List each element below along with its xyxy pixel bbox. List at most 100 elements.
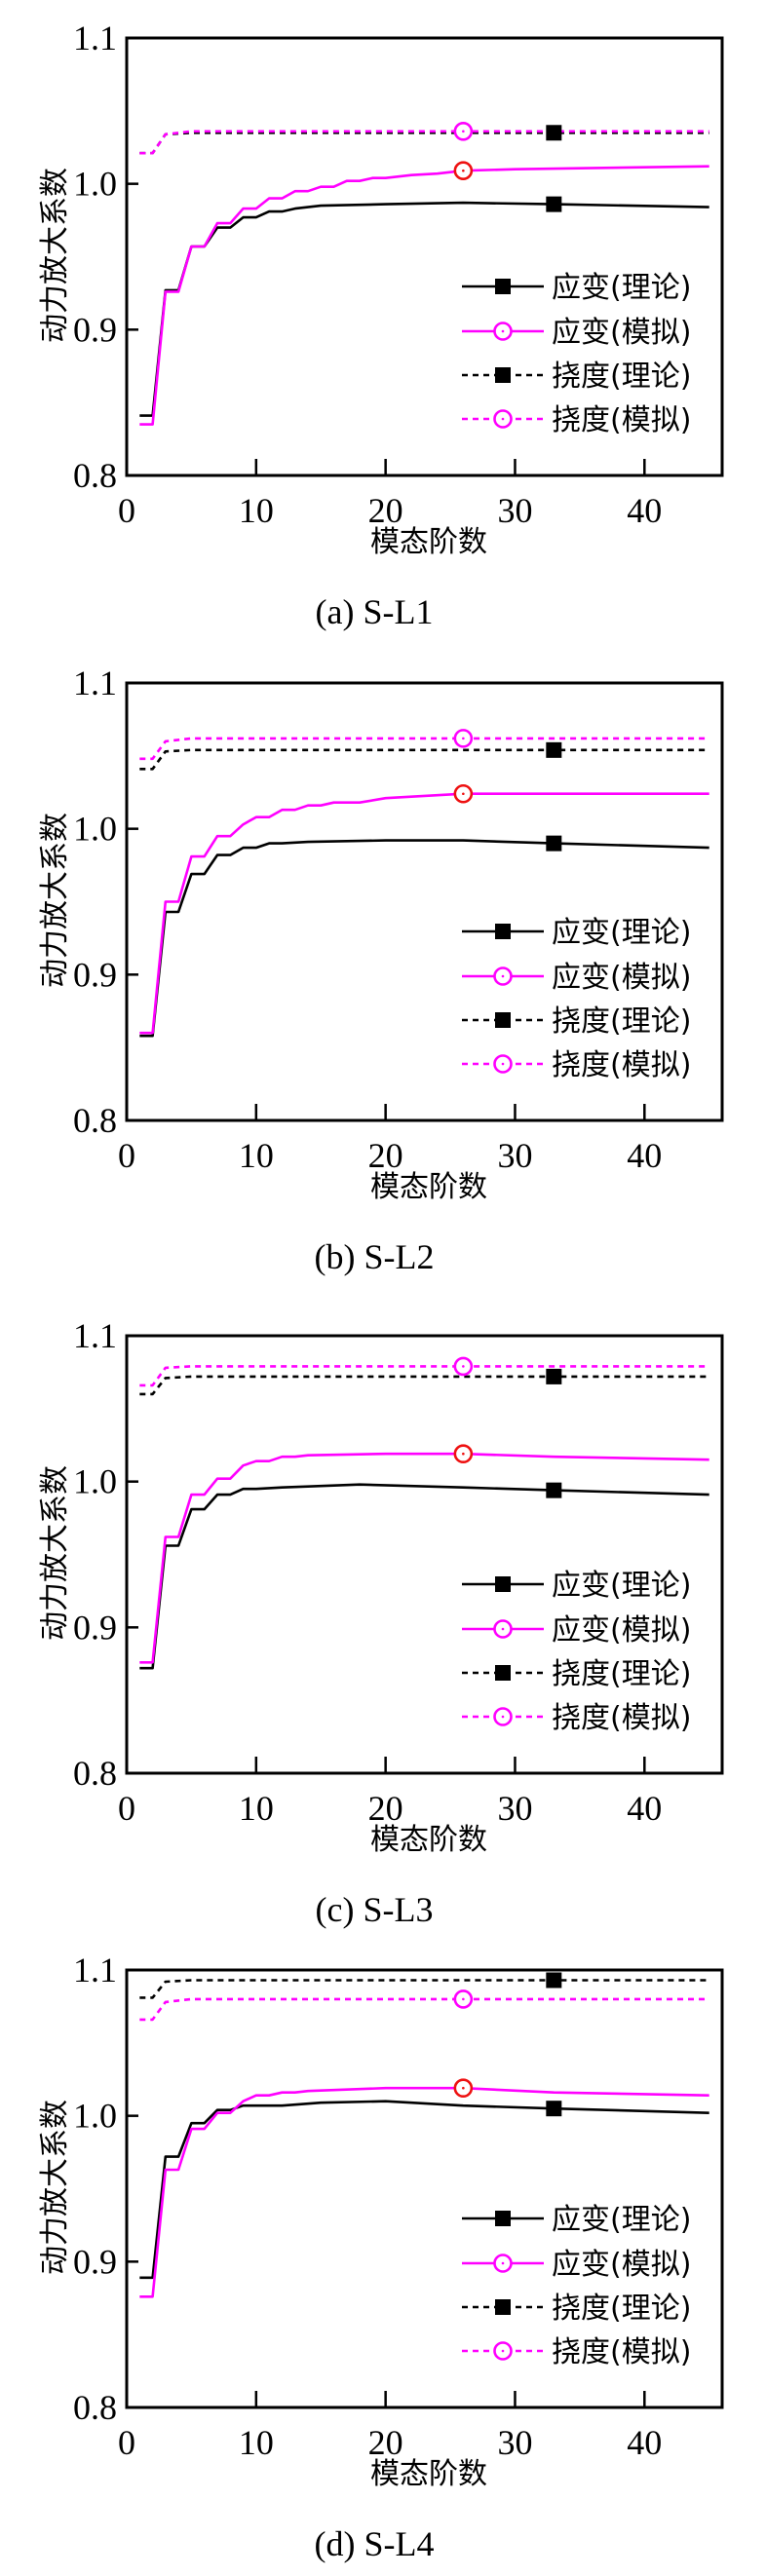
legend-label: 挠度(模拟) bbox=[552, 403, 691, 437]
x-tick-label: 0 bbox=[118, 1789, 135, 1828]
legend: 应变(理论) 应变(模拟) 挠度(理论) 挠度(模拟) bbox=[462, 916, 691, 1082]
legend-label: 应变(模拟) bbox=[552, 1613, 691, 1648]
chart-caption: (d) S-L4 bbox=[315, 2524, 435, 2563]
x-tick-label: 30 bbox=[497, 1136, 532, 1175]
series-line-2 bbox=[139, 2086, 709, 2298]
x-axis-label: 模态阶数 bbox=[370, 1823, 487, 1857]
legend-marker-square-icon bbox=[495, 1665, 511, 1681]
series-marker-dot bbox=[462, 130, 465, 133]
series-line-3 bbox=[139, 748, 709, 771]
y-axis-label: 动力放大系数 bbox=[38, 813, 72, 988]
x-tick-label: 10 bbox=[239, 2423, 274, 2462]
legend-marker-dot bbox=[501, 2261, 505, 2265]
y-tick-label: 0.9 bbox=[73, 1608, 117, 1647]
series-line-4 bbox=[139, 737, 709, 761]
series-marker-dot bbox=[462, 1452, 465, 1456]
series-line-1 bbox=[139, 839, 709, 1038]
series-marker-dot bbox=[462, 1997, 465, 2001]
series-marker-dot bbox=[462, 2086, 465, 2090]
plot-frame bbox=[125, 36, 724, 477]
series-marker-dot bbox=[462, 792, 465, 796]
legend-label: 挠度(模拟) bbox=[552, 1701, 691, 1735]
x-tick-label: 10 bbox=[239, 1136, 274, 1175]
plot-frame bbox=[125, 1968, 724, 2409]
legend-label: 应变(模拟) bbox=[552, 961, 691, 995]
plot-frame bbox=[125, 1334, 724, 1775]
series-marker-3 bbox=[546, 1972, 562, 1989]
legend-label: 挠度(理论) bbox=[552, 2292, 691, 2326]
legend-label: 应变(理论) bbox=[552, 271, 691, 305]
legend-marker-square-icon bbox=[495, 2299, 511, 2315]
x-axis-label: 模态阶数 bbox=[370, 1170, 487, 1204]
legend-marker-dot bbox=[501, 329, 505, 333]
plot-frame bbox=[125, 681, 724, 1122]
series-line-2 bbox=[139, 792, 709, 1035]
y-tick-label: 1.1 bbox=[73, 1316, 117, 1355]
legend-marker-dot bbox=[501, 2349, 505, 2353]
legend-marker-square-icon bbox=[495, 2211, 511, 2226]
legend-marker-dot bbox=[501, 417, 505, 421]
series-marker-1 bbox=[546, 835, 562, 852]
series-line-4 bbox=[139, 130, 709, 155]
series-line-4 bbox=[139, 1997, 709, 2022]
series-line-3 bbox=[139, 1375, 709, 1396]
series-line-3 bbox=[139, 132, 709, 155]
y-axis-label: 动力放大系数 bbox=[38, 168, 72, 343]
legend-marker-dot bbox=[501, 1062, 505, 1066]
chart-caption: (a) S-L1 bbox=[316, 592, 434, 631]
series-marker-1 bbox=[546, 2101, 562, 2117]
legend-label: 应变(理论) bbox=[552, 2203, 691, 2237]
legend-label: 应变(模拟) bbox=[552, 316, 691, 350]
series-marker-1 bbox=[546, 1482, 562, 1498]
legend-label: 挠度(模拟) bbox=[552, 1048, 691, 1082]
y-axis-label: 动力放大系数 bbox=[38, 2100, 72, 2275]
x-axis-label: 模态阶数 bbox=[370, 2457, 487, 2491]
legend-label: 挠度(理论) bbox=[552, 1657, 691, 1691]
series-line-2 bbox=[139, 1452, 709, 1664]
legend-label: 挠度(理论) bbox=[552, 1004, 691, 1039]
series-marker-dot bbox=[462, 169, 465, 172]
chart-caption: (b) S-L2 bbox=[315, 1237, 435, 1276]
y-tick-label: 1.0 bbox=[73, 2097, 117, 2136]
legend-marker-dot bbox=[501, 974, 505, 978]
legend-marker-square-icon bbox=[495, 279, 511, 294]
x-tick-label: 10 bbox=[239, 491, 274, 530]
legend: 应变(理论) 应变(模拟) 挠度(理论) 挠度(模拟) bbox=[462, 1569, 691, 1735]
legend-label: 挠度(理论) bbox=[552, 360, 691, 394]
y-tick-label: 1.1 bbox=[73, 1951, 117, 1989]
y-tick-label: 0.9 bbox=[73, 310, 117, 349]
legend-marker-dot bbox=[501, 1715, 505, 1719]
y-tick-label: 0.8 bbox=[73, 456, 117, 495]
y-tick-label: 0.8 bbox=[73, 1101, 117, 1140]
series-line-2 bbox=[139, 165, 709, 426]
series-line-3 bbox=[139, 1979, 709, 1999]
series-line-1 bbox=[139, 1483, 709, 1670]
legend-marker-square-icon bbox=[495, 1576, 511, 1592]
x-tick-label: 20 bbox=[368, 491, 403, 530]
x-tick-label: 40 bbox=[627, 1136, 662, 1175]
series-marker-dot bbox=[462, 737, 465, 740]
x-axis-label: 模态阶数 bbox=[370, 525, 487, 559]
x-tick-label: 0 bbox=[118, 1136, 135, 1175]
x-tick-label: 30 bbox=[497, 2423, 532, 2462]
series-marker-3 bbox=[546, 125, 562, 141]
x-tick-label: 10 bbox=[239, 1789, 274, 1828]
y-tick-label: 0.8 bbox=[73, 1754, 117, 1793]
x-tick-label: 20 bbox=[368, 1136, 403, 1175]
x-tick-label: 40 bbox=[627, 1789, 662, 1828]
legend: 应变(理论) 应变(模拟) 挠度(理论) 挠度(模拟) bbox=[462, 271, 691, 437]
y-tick-label: 1.0 bbox=[73, 810, 117, 849]
x-tick-label: 40 bbox=[627, 491, 662, 530]
legend-marker-square-icon bbox=[495, 924, 511, 939]
x-tick-label: 0 bbox=[118, 2423, 135, 2462]
y-tick-label: 1.1 bbox=[73, 19, 117, 57]
y-tick-label: 1.0 bbox=[73, 1462, 117, 1501]
y-tick-label: 0.8 bbox=[73, 2388, 117, 2427]
x-tick-label: 30 bbox=[497, 491, 532, 530]
y-tick-label: 0.9 bbox=[73, 955, 117, 994]
y-tick-label: 1.1 bbox=[73, 663, 117, 702]
